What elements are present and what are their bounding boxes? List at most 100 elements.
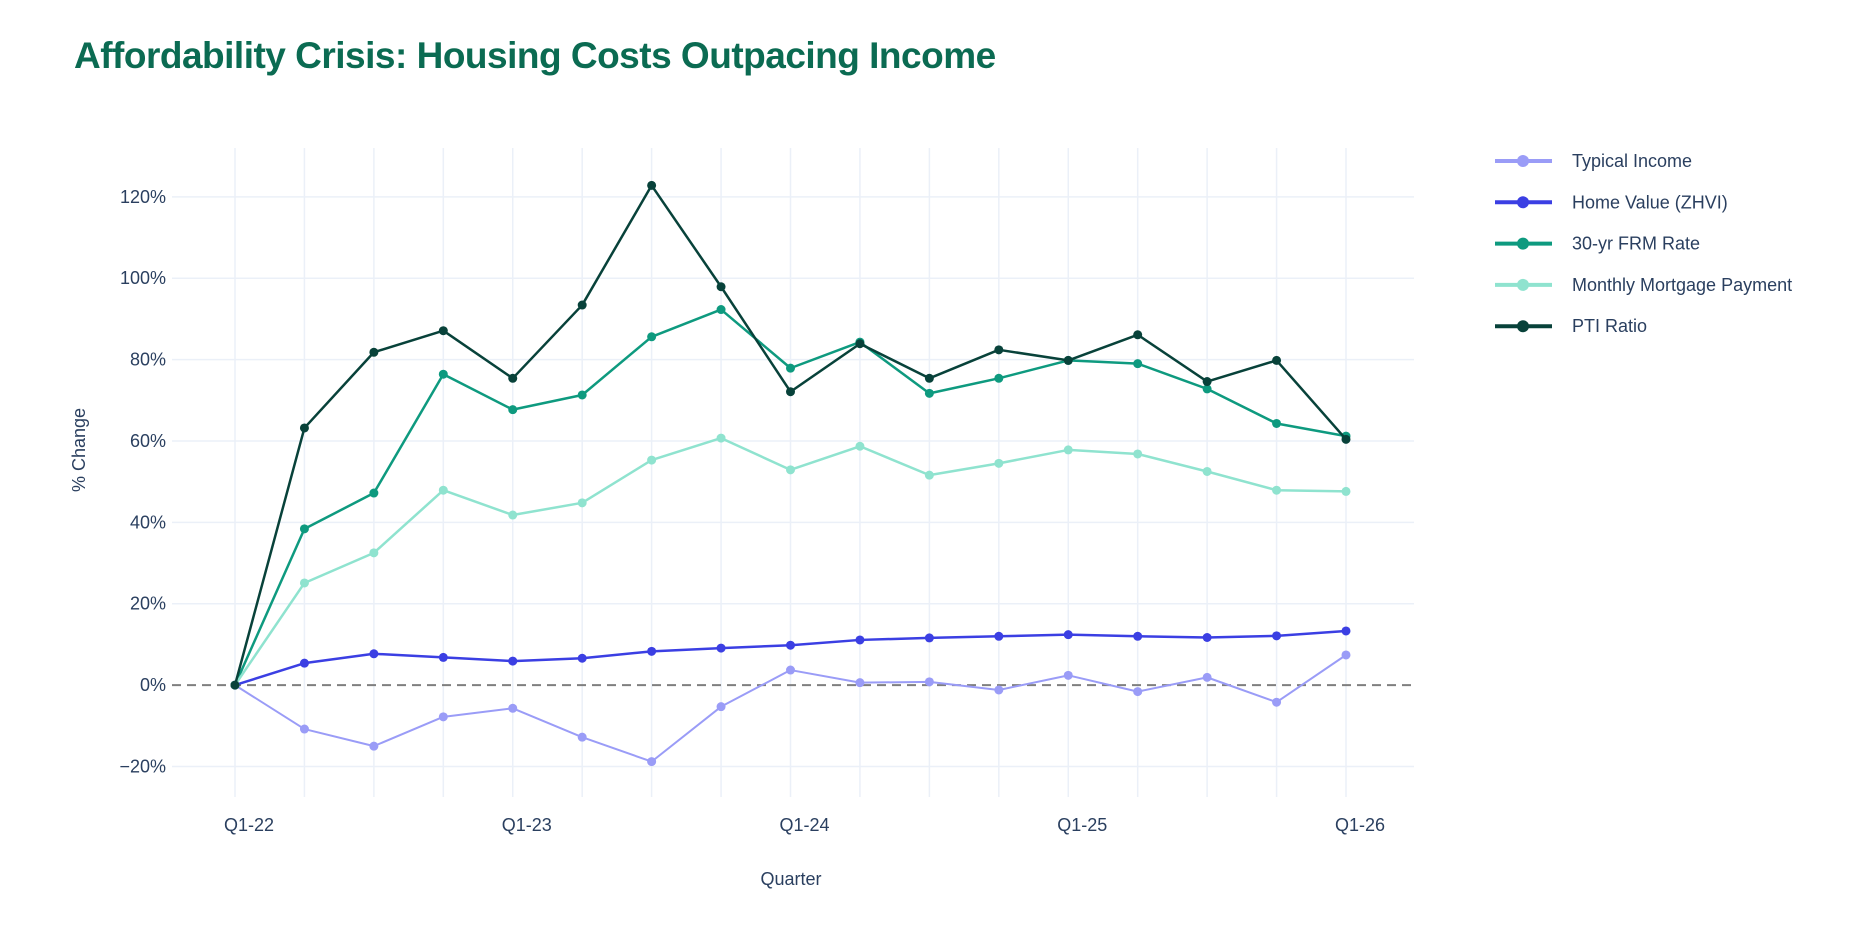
y-axis-ticks: −20% 0% 20% 40% 60% 80% 100% 120% xyxy=(119,187,166,777)
legend: Typical Income Home Value (ZHVI) 30-yr FRM… xyxy=(1495,151,1792,336)
data-point[interactable] xyxy=(924,373,934,383)
data-point[interactable] xyxy=(508,703,518,713)
data-point[interactable] xyxy=(1063,630,1073,640)
data-point[interactable] xyxy=(1272,631,1282,641)
data-point[interactable] xyxy=(716,643,726,653)
legend-marker xyxy=(1517,237,1529,250)
data-point[interactable] xyxy=(1202,377,1212,387)
data-point[interactable] xyxy=(1133,330,1143,340)
data-point[interactable] xyxy=(438,652,448,662)
data-point[interactable] xyxy=(1063,355,1073,365)
data-point[interactable] xyxy=(230,680,240,690)
data-point[interactable] xyxy=(577,653,587,663)
data-point[interactable] xyxy=(855,678,865,688)
data-point[interactable] xyxy=(577,732,587,742)
data-point[interactable] xyxy=(716,702,726,712)
legend-label: 30-yr FRM Rate xyxy=(1572,234,1700,254)
data-point[interactable] xyxy=(508,373,518,383)
y-tick-label: 40% xyxy=(130,512,166,532)
data-point[interactable] xyxy=(1272,697,1282,707)
x-tick-label: Q1-25 xyxy=(1057,815,1107,835)
data-point[interactable] xyxy=(647,180,657,190)
legend-marker xyxy=(1517,320,1529,333)
data-point[interactable] xyxy=(369,548,379,558)
data-point[interactable] xyxy=(299,578,309,588)
data-point[interactable] xyxy=(1133,449,1143,459)
data-point[interactable] xyxy=(508,656,518,666)
data-point[interactable] xyxy=(924,388,934,398)
data-point[interactable] xyxy=(924,470,934,480)
data-point[interactable] xyxy=(1202,466,1212,476)
data-point[interactable] xyxy=(994,458,1004,468)
y-tick-label: 60% xyxy=(130,431,166,451)
data-point[interactable] xyxy=(1341,486,1351,496)
data-point[interactable] xyxy=(647,455,657,465)
data-point[interactable] xyxy=(994,631,1004,641)
x-tick-label: Q1-26 xyxy=(1335,815,1385,835)
data-point[interactable] xyxy=(716,282,726,292)
data-point[interactable] xyxy=(577,498,587,508)
legend-item-typical-income[interactable]: Typical Income xyxy=(1495,151,1692,171)
chart-title: Affordability Crisis: Housing Costs Outp… xyxy=(74,35,996,76)
data-point[interactable] xyxy=(647,332,657,342)
data-point[interactable] xyxy=(1202,632,1212,642)
y-tick-label: 80% xyxy=(130,350,166,370)
data-point[interactable] xyxy=(438,712,448,722)
legend-marker xyxy=(1517,278,1529,291)
data-point[interactable] xyxy=(647,757,657,767)
data-point[interactable] xyxy=(1063,445,1073,455)
data-point[interactable] xyxy=(855,635,865,645)
data-point[interactable] xyxy=(1341,626,1351,636)
data-point[interactable] xyxy=(994,373,1004,383)
data-point[interactable] xyxy=(577,390,587,400)
data-point[interactable] xyxy=(994,685,1004,695)
data-point[interactable] xyxy=(924,633,934,643)
data-point[interactable] xyxy=(924,677,934,687)
y-tick-label: 120% xyxy=(120,187,166,207)
x-tick-label: Q1-24 xyxy=(779,815,829,835)
data-point[interactable] xyxy=(716,305,726,315)
legend-label: Home Value (ZHVI) xyxy=(1572,192,1728,212)
data-point[interactable] xyxy=(299,724,309,734)
data-point[interactable] xyxy=(786,387,795,397)
legend-item-30-yr-frm-rate[interactable]: 30-yr FRM Rate xyxy=(1495,234,1700,254)
data-point[interactable] xyxy=(1202,384,1212,394)
legend-item-monthly-mortgage-payment[interactable]: Monthly Mortgage Payment xyxy=(1495,275,1792,295)
data-point[interactable] xyxy=(1341,650,1351,660)
data-point[interactable] xyxy=(299,524,309,534)
data-point[interactable] xyxy=(299,658,309,668)
data-point[interactable] xyxy=(369,488,379,498)
legend-item-home-value-zhvi[interactable]: Home Value (ZHVI) xyxy=(1495,192,1728,212)
data-point[interactable] xyxy=(716,433,726,443)
data-point[interactable] xyxy=(438,369,448,379)
data-point[interactable] xyxy=(786,363,795,373)
x-axis-title: Quarter xyxy=(760,869,821,889)
data-point[interactable] xyxy=(369,741,379,751)
data-point[interactable] xyxy=(369,347,379,357)
data-point[interactable] xyxy=(647,646,657,656)
data-point[interactable] xyxy=(1272,355,1282,365)
data-point[interactable] xyxy=(855,441,865,451)
data-point[interactable] xyxy=(994,345,1004,355)
data-point[interactable] xyxy=(1133,631,1143,641)
data-point[interactable] xyxy=(299,423,309,433)
data-point[interactable] xyxy=(508,510,518,520)
data-point[interactable] xyxy=(1272,485,1282,495)
data-point[interactable] xyxy=(1063,670,1073,680)
data-point[interactable] xyxy=(438,326,448,336)
data-point[interactable] xyxy=(1133,359,1143,369)
data-point[interactable] xyxy=(1341,434,1351,444)
data-point[interactable] xyxy=(786,665,795,675)
data-point[interactable] xyxy=(1202,672,1212,682)
data-point[interactable] xyxy=(786,465,795,475)
legend-item-pti-ratio[interactable]: PTI Ratio xyxy=(1495,316,1647,336)
legend-label: Monthly Mortgage Payment xyxy=(1572,275,1792,295)
data-point[interactable] xyxy=(855,339,865,349)
data-point[interactable] xyxy=(508,405,518,415)
data-point[interactable] xyxy=(577,300,587,310)
data-point[interactable] xyxy=(1133,687,1143,697)
data-point[interactable] xyxy=(786,640,795,650)
data-point[interactable] xyxy=(1272,418,1282,428)
data-point[interactable] xyxy=(438,485,448,495)
data-point[interactable] xyxy=(369,649,379,659)
